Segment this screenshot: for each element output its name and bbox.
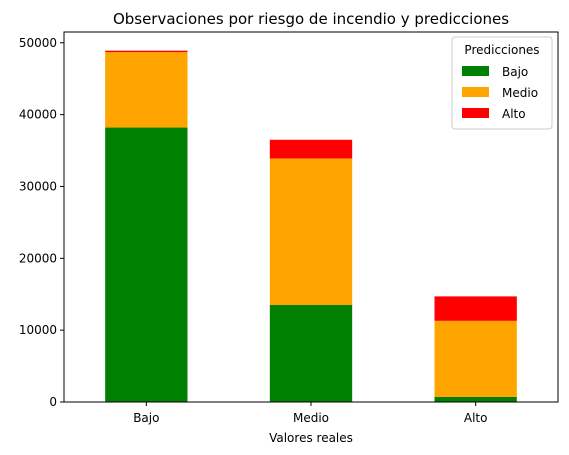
legend-label-alto: Alto — [502, 107, 526, 121]
bar-bajo-bajo — [105, 127, 188, 402]
plot-frame — [63, 31, 559, 403]
y-tick-label: 50000 — [19, 36, 57, 50]
legend-label-bajo: Bajo — [502, 65, 528, 79]
y-tick-label: 10000 — [19, 323, 57, 337]
legend-swatch-medio — [462, 87, 489, 97]
x-tick-label: Bajo — [133, 411, 159, 425]
y-tick-label: 20000 — [19, 251, 57, 265]
bar-medio-medio — [269, 158, 353, 306]
bar-alto-bajo — [105, 50, 188, 53]
legend-swatch-bajo — [462, 66, 489, 76]
legend-box — [451, 36, 553, 130]
y-axis: 0 10000 20000 30000 40000 50000 — [19, 36, 64, 409]
bar-medio-bajo — [105, 52, 188, 128]
legend-title: Predicciones — [464, 43, 539, 57]
bar-alto-medio — [269, 139, 353, 159]
x-tick-label: Medio — [293, 411, 329, 425]
y-tick-label: 0 — [49, 395, 57, 409]
x-axis-title: Valores reales — [269, 431, 353, 445]
legend: Predicciones Bajo Medio Alto — [451, 36, 553, 130]
bar-bajo-medio — [269, 305, 353, 402]
chart-title: Observaciones por riesgo de incendio y p… — [113, 10, 509, 28]
legend-label-medio: Medio — [502, 86, 538, 100]
legend-swatch-alto — [462, 108, 489, 118]
y-tick-label: 40000 — [19, 108, 57, 122]
x-axis: Bajo Medio Alto — [133, 402, 487, 425]
legend-items: Bajo Medio Alto — [462, 65, 538, 121]
y-tick-label: 30000 — [19, 179, 57, 193]
bars-group — [105, 50, 517, 402]
bar-medio-alto — [434, 320, 517, 397]
bar-alto-alto — [434, 296, 517, 321]
bar-bajo-alto — [434, 396, 517, 402]
x-tick-label: Alto — [464, 411, 488, 425]
